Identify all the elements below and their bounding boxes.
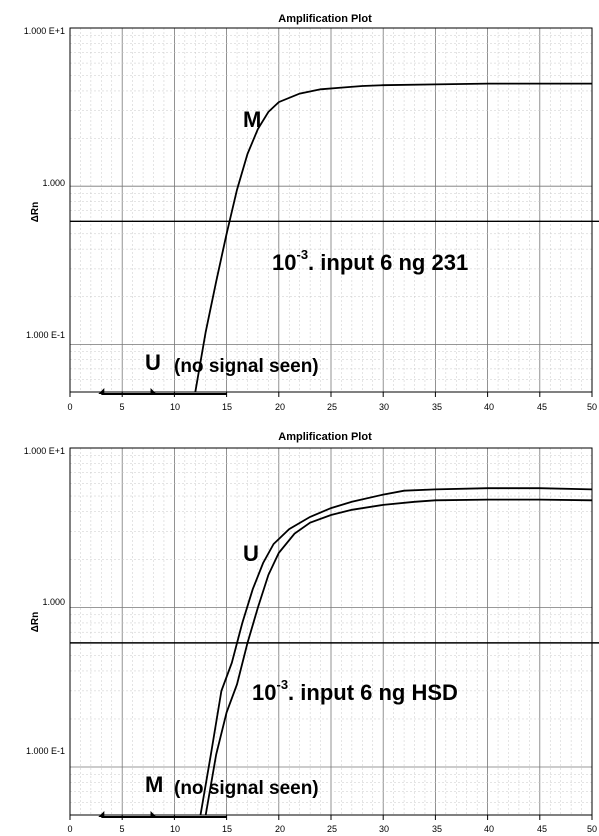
amplification-plot-bottom: Amplification Plot ΔRn 1.000 E+1 1.000 1… — [24, 431, 599, 834]
x-tick-label: 45 — [537, 402, 547, 412]
series-line-M — [194, 82, 592, 393]
y-axis-label: ΔRn — [30, 202, 41, 223]
sample-annotation-base: 10 — [272, 250, 296, 275]
amplification-plot-top: Amplification Plot ΔRn 1.000 E+1 1.000 1… — [24, 13, 599, 412]
sample-annotation: 10-3. input 6 ng 231 — [272, 247, 468, 275]
baseline-end-marker — [150, 388, 157, 394]
x-tick-label: 50 — [587, 824, 597, 834]
x-tick-label: 20 — [275, 824, 285, 834]
series-line-U — [204, 498, 593, 816]
x-tick-label: 45 — [537, 824, 547, 834]
x-tick-label: 30 — [379, 402, 389, 412]
curve-label: M — [243, 107, 261, 132]
x-tick-label: 25 — [327, 824, 337, 834]
x-tick-label: 5 — [119, 824, 124, 834]
baseline-start-marker — [98, 388, 105, 394]
no-signal-note: (no signal seen) — [174, 778, 319, 799]
chart-title: Amplification Plot — [278, 431, 372, 443]
y-tick-label: 1.000 — [42, 597, 65, 607]
y-tick-label: 1.000 E+1 — [24, 446, 65, 456]
x-tick-label: 10 — [170, 824, 180, 834]
x-tick-label: 40 — [484, 824, 494, 834]
x-tick-label: 10 — [170, 402, 180, 412]
y-tick-label: 1.000 — [42, 178, 65, 188]
y-tick-label: 1.000 E-1 — [26, 330, 65, 340]
x-tick-label: 35 — [432, 824, 442, 834]
y-tick-label: 1.000 E-1 — [26, 746, 65, 756]
plot-area — [69, 447, 599, 820]
x-tick-label: 15 — [222, 402, 232, 412]
baseline-start-marker — [98, 811, 105, 817]
x-tick-label: 20 — [275, 402, 285, 412]
sample-annotation: 10-3. input 6 ng HSD — [252, 677, 458, 705]
series-line-U — [199, 487, 593, 816]
x-tick-label: 40 — [484, 402, 494, 412]
x-tick-label: 30 — [379, 824, 389, 834]
sample-annotation-exponent: -3 — [296, 247, 308, 262]
x-tick-label: 50 — [587, 402, 597, 412]
x-tick-label: 5 — [119, 402, 124, 412]
no-signal-note: (no signal seen) — [174, 356, 319, 377]
x-tick-label: 0 — [67, 402, 72, 412]
x-tick-label: 15 — [222, 824, 232, 834]
x-tick-label: 35 — [432, 402, 442, 412]
baseline-end-marker — [150, 811, 157, 817]
plot-area — [69, 27, 599, 397]
no-signal-letter: U — [145, 350, 161, 375]
sample-annotation-text: . input 6 ng 231 — [308, 250, 468, 275]
sample-annotation-base: 10 — [252, 680, 276, 705]
sample-annotation-exponent: -3 — [276, 677, 288, 692]
chart-title: Amplification Plot — [278, 13, 372, 25]
curve-label: U — [243, 541, 259, 566]
no-signal-letter: M — [145, 772, 163, 797]
sample-annotation-text: . input 6 ng HSD — [288, 680, 458, 705]
x-tick-label: 0 — [67, 824, 72, 834]
y-tick-label: 1.000 E+1 — [24, 26, 65, 36]
y-axis-label: ΔRn — [30, 612, 41, 633]
x-tick-label: 25 — [327, 402, 337, 412]
